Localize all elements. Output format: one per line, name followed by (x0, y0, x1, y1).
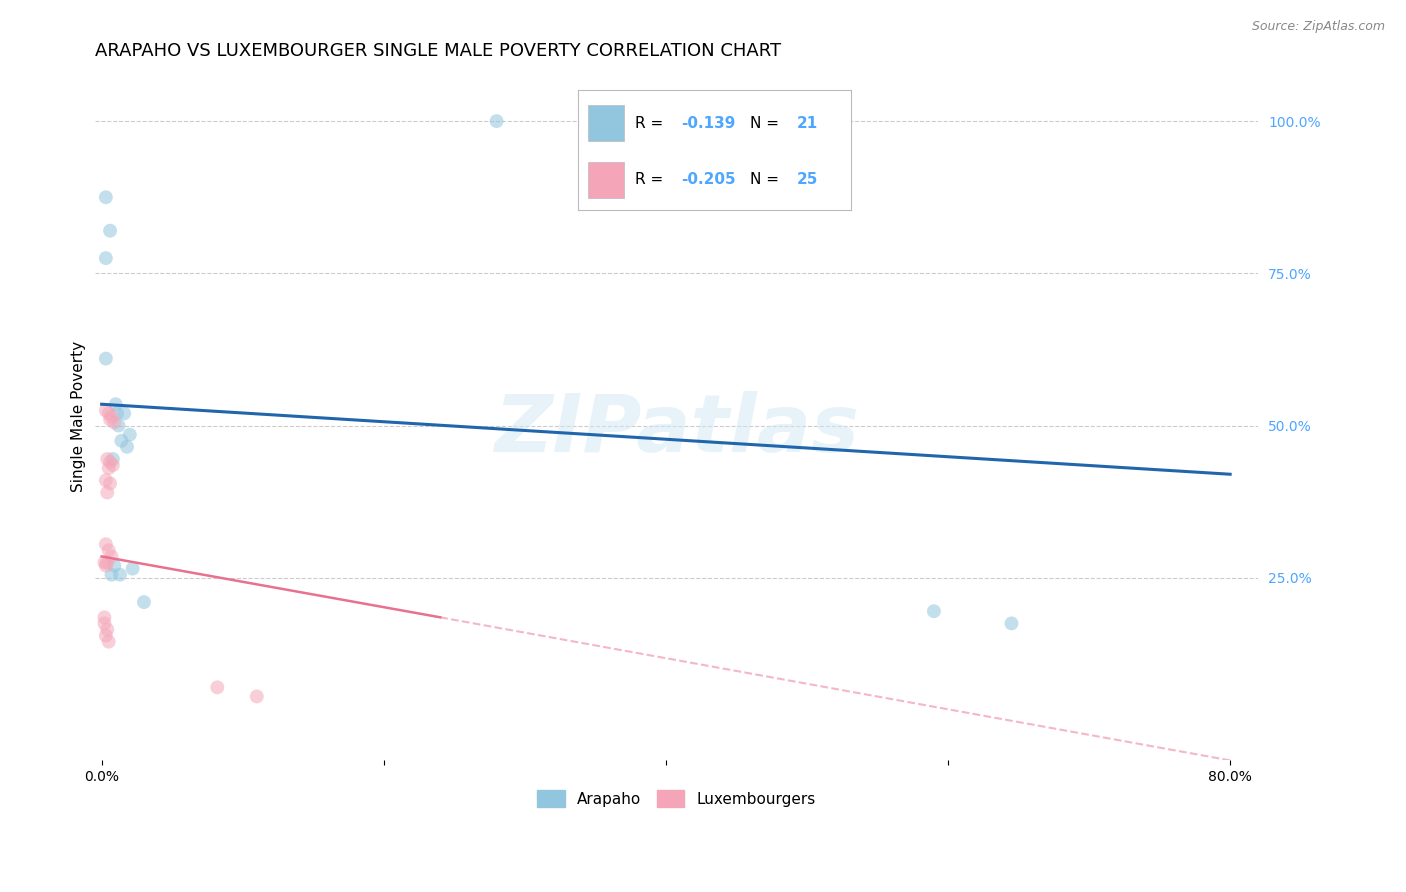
Point (97, 406, 120, 420)
Point (115, 440, 138, 454)
Point (94, 351, 117, 366)
Point (100, 567, 122, 582)
Point (98, 455, 121, 469)
Point (97, 543, 120, 558)
Point (94, 629, 117, 643)
Point (101, 452, 124, 467)
Point (98, 224, 121, 238)
Point (94, 190, 117, 204)
Point (104, 397, 127, 411)
Point (97, 634, 120, 648)
Point (96, 556, 118, 570)
Point (246, 690, 269, 704)
Point (101, 458, 124, 472)
Point (98, 476, 121, 491)
Point (93, 616, 115, 631)
Point (110, 434, 132, 448)
Point (94, 251, 117, 265)
Point (96, 623, 118, 637)
Point (96, 485, 118, 500)
Y-axis label: Single Male Poverty: Single Male Poverty (72, 341, 86, 492)
Legend: Arapaho, Luxembourgers: Arapaho, Luxembourgers (530, 782, 824, 814)
Point (108, 567, 131, 582)
Text: ZIPatlas: ZIPatlas (494, 392, 859, 469)
Point (121, 561, 143, 575)
Point (94, 403, 117, 417)
Text: ARAPAHO VS LUXEMBOURGER SINGLE MALE POVERTY CORRELATION CHART: ARAPAHO VS LUXEMBOURGER SINGLE MALE POVE… (94, 42, 780, 60)
Point (100, 409, 122, 424)
Point (132, 595, 155, 609)
Point (93, 610, 115, 624)
Point (207, 681, 229, 695)
Point (98, 412, 121, 426)
Point (96, 452, 118, 467)
Point (103, 416, 125, 430)
Point (591, 114, 613, 128)
Point (118, 427, 141, 442)
Point (94, 558, 117, 573)
Point (100, 549, 122, 564)
Point (112, 406, 135, 420)
Point (103, 558, 125, 573)
Point (485, 114, 508, 128)
Point (94, 473, 117, 487)
Point (107, 418, 129, 433)
Point (922, 604, 945, 618)
Point (1000, 616, 1022, 631)
Point (97, 461, 120, 475)
Point (94, 537, 117, 551)
Text: Source: ZipAtlas.com: Source: ZipAtlas.com (1251, 20, 1385, 33)
Point (105, 406, 128, 420)
Point (93, 556, 115, 570)
